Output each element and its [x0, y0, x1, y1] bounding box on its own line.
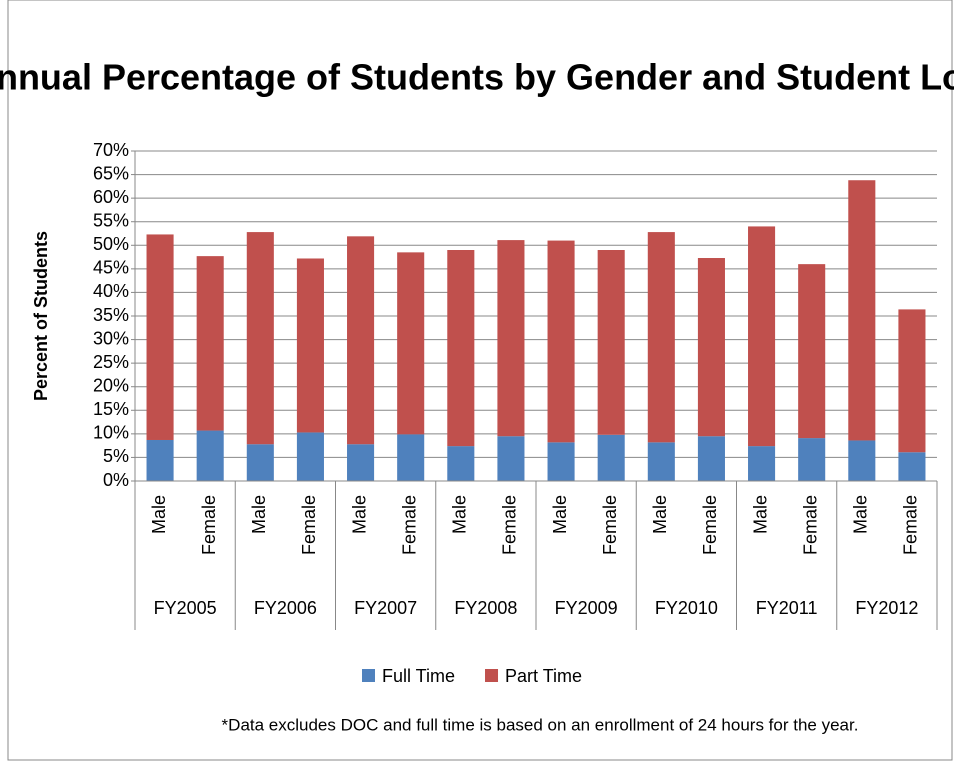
group-label: FY2008: [454, 598, 517, 618]
bar-segment: [246, 444, 274, 481]
bar-segment: [547, 442, 575, 481]
x-tick-label: Male: [550, 495, 570, 534]
y-axis-label: Percent of Students: [31, 231, 51, 401]
bar-segment: [798, 264, 826, 439]
legend-swatch: [485, 669, 499, 682]
group-label: FY2007: [354, 598, 417, 618]
x-tick-label: Female: [399, 495, 419, 555]
bar-segment: [748, 226, 776, 447]
legend-label: Full Time: [382, 666, 455, 686]
group-label: FY2006: [254, 598, 317, 618]
group-label: FY2009: [555, 598, 618, 618]
bar-segment: [848, 440, 876, 481]
group-label: FY2005: [154, 598, 217, 618]
bar-segment: [447, 250, 475, 447]
x-tick-label: Male: [149, 495, 169, 534]
y-tick-label: 5%: [103, 446, 129, 466]
bar-segment: [497, 240, 525, 437]
bar-segment: [597, 434, 625, 481]
x-tick-label: Male: [650, 495, 670, 534]
footnote: *Data excludes DOC and full time is base…: [222, 715, 859, 734]
y-tick-label: 45%: [93, 258, 129, 278]
y-tick-label: 40%: [93, 281, 129, 301]
group-label: FY2012: [855, 598, 918, 618]
bar-segment: [697, 436, 725, 481]
x-tick-label: Female: [299, 495, 319, 555]
legend-label: Part Time: [505, 666, 582, 686]
bar-segment: [848, 180, 876, 441]
bar-segment: [146, 234, 174, 440]
bar-segment: [647, 232, 675, 443]
y-tick-label: 55%: [93, 210, 129, 230]
bar-segment: [697, 258, 725, 437]
x-tick-label: Female: [500, 495, 520, 555]
y-tick-label: 35%: [93, 305, 129, 325]
x-tick-label: Male: [249, 495, 269, 534]
bar-segment: [898, 452, 926, 481]
x-tick-label: Female: [700, 495, 720, 555]
y-tick-label: 0%: [103, 470, 129, 490]
group-label: FY2011: [756, 598, 818, 618]
x-tick-label: Female: [800, 495, 820, 555]
bar-segment: [898, 309, 926, 453]
bar-segment: [497, 436, 525, 481]
x-tick-label: Male: [450, 495, 470, 534]
bar-segment: [196, 430, 224, 481]
y-tick-label: 10%: [93, 423, 129, 443]
x-tick-label: Male: [349, 495, 369, 534]
bar-segment: [146, 439, 174, 481]
bar-segment: [547, 240, 575, 443]
bar-segment: [397, 434, 425, 481]
bar-segment: [296, 432, 324, 481]
bar-segment: [597, 250, 625, 435]
chart-title: Annual Percentage of Students by Gender …: [0, 57, 954, 98]
y-tick-label: 25%: [93, 352, 129, 372]
y-tick-label: 60%: [93, 187, 129, 207]
bar-segment: [798, 438, 826, 481]
y-tick-label: 20%: [93, 375, 129, 395]
y-tick-label: 65%: [93, 163, 129, 183]
x-tick-label: Female: [600, 495, 620, 555]
x-tick-label: Female: [901, 495, 921, 555]
bar-segment: [647, 442, 675, 481]
bar-segment: [196, 256, 224, 431]
bar-segment: [748, 446, 776, 481]
y-tick-label: 30%: [93, 328, 129, 348]
y-tick-label: 70%: [93, 140, 129, 160]
x-tick-label: Male: [750, 495, 770, 534]
bar-segment: [397, 252, 425, 435]
y-tick-label: 15%: [93, 399, 129, 419]
y-tick-label: 50%: [93, 234, 129, 254]
group-label: FY2010: [655, 598, 718, 618]
bar-segment: [347, 236, 375, 445]
bar-segment: [246, 232, 274, 445]
legend-swatch: [362, 669, 375, 682]
bar-segment: [347, 444, 375, 481]
x-tick-label: Male: [851, 495, 871, 534]
bar-segment: [447, 446, 475, 481]
x-tick-label: Female: [199, 495, 219, 555]
bar-segment: [296, 258, 324, 433]
